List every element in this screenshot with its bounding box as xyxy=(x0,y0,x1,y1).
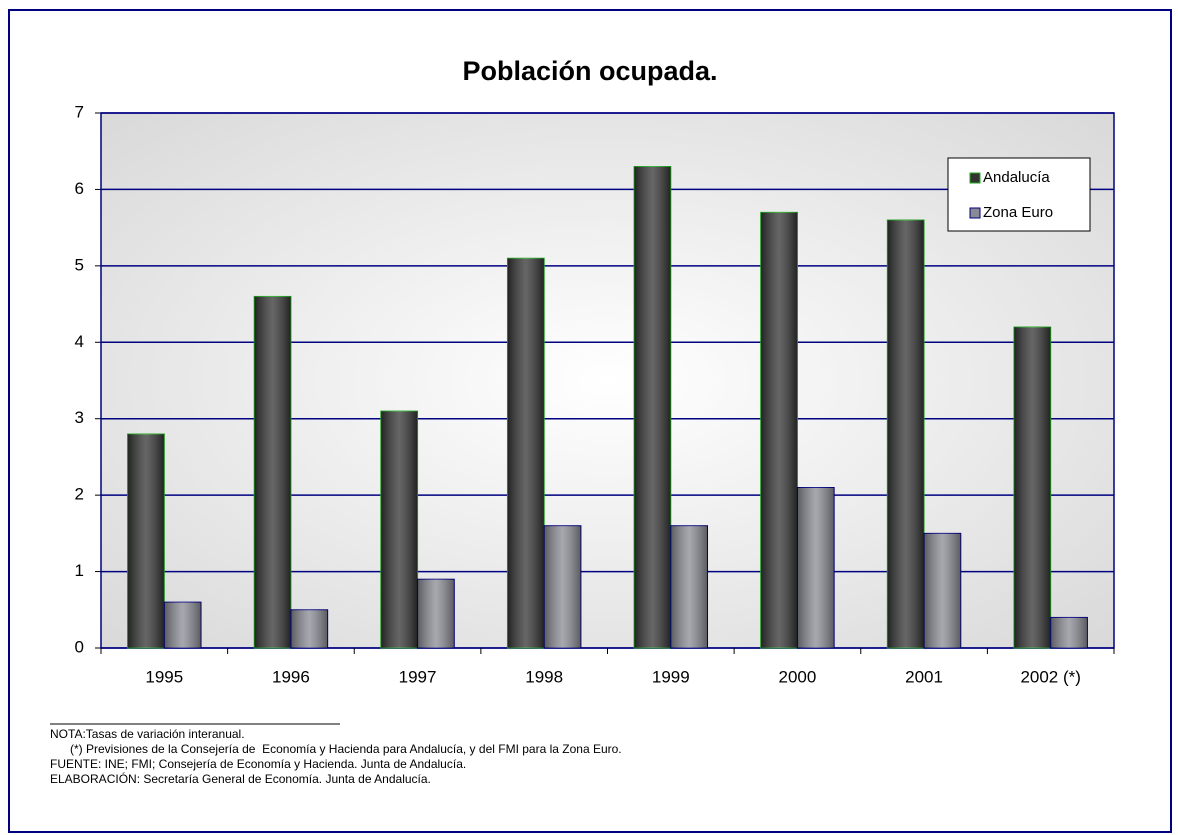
y-tick-label: 7 xyxy=(75,102,84,121)
bar-shine xyxy=(544,525,581,648)
chart-title: Población ocupada. xyxy=(462,56,717,86)
bar-shine xyxy=(797,487,835,648)
bar-shine xyxy=(164,602,202,648)
legend-swatch xyxy=(969,172,981,184)
x-tick-label: 2002 (*) xyxy=(1020,667,1080,686)
bar-shine xyxy=(924,533,961,648)
x-tick-label: 1999 xyxy=(652,667,690,686)
y-tick-label: 3 xyxy=(75,408,84,427)
legend-label: Andalucía xyxy=(983,169,1050,186)
y-tick-label: 6 xyxy=(75,179,84,198)
legend-box xyxy=(947,157,1091,232)
bar-shine xyxy=(290,609,328,648)
y-tick-label: 5 xyxy=(75,255,84,274)
y-tick-label: 4 xyxy=(75,332,84,351)
note: NOTA:Tasas de variación interanual. xyxy=(50,727,245,741)
x-tick-label: 1995 xyxy=(145,667,183,686)
note: (*) Previsiones de la Consejería de Econ… xyxy=(50,742,622,756)
x-tick-label: 2001 xyxy=(905,667,943,686)
bar-shine xyxy=(1050,617,1088,648)
bar-shine xyxy=(507,258,545,648)
bar-shine xyxy=(417,579,455,648)
legend-label: Zona Euro xyxy=(983,204,1053,221)
legend-swatch xyxy=(969,207,981,219)
bar-shine xyxy=(634,166,671,648)
bar-shine xyxy=(1013,327,1051,648)
y-tick-label: 1 xyxy=(75,561,84,580)
bar-shine xyxy=(670,525,708,648)
y-tick-label: 2 xyxy=(75,485,84,504)
bar-shine xyxy=(760,212,798,648)
y-tick-label: 0 xyxy=(75,637,84,656)
frame xyxy=(8,9,1172,833)
x-tick-label: 2000 xyxy=(779,667,817,686)
note: ELABORACIÓN: Secretaría General de Econo… xyxy=(50,772,431,786)
bar-shine xyxy=(887,220,925,648)
x-tick-label: 1997 xyxy=(399,667,437,686)
bar-shine xyxy=(380,411,418,648)
bar-shine xyxy=(254,296,291,648)
bar-shine xyxy=(127,434,165,648)
x-tick-label: 1998 xyxy=(525,667,563,686)
note: FUENTE: INE; FMI; Consejería de Economía… xyxy=(50,757,467,771)
x-tick-label: 1996 xyxy=(272,667,310,686)
